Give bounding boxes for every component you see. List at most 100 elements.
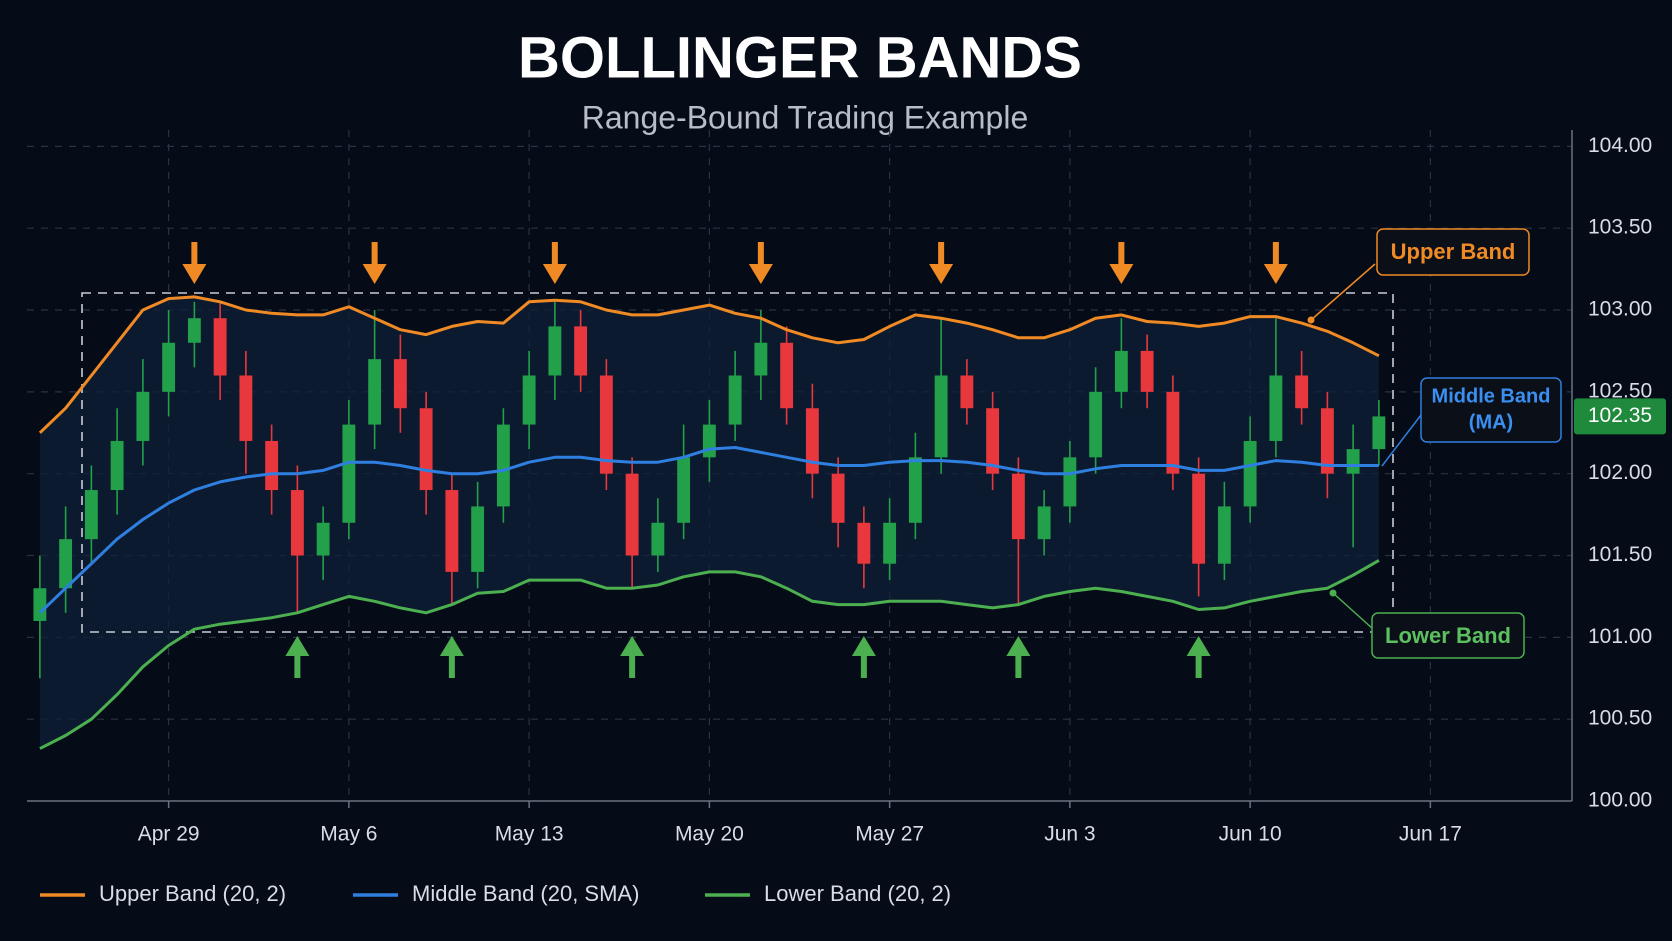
- candle-body: [1295, 375, 1309, 409]
- candle-body: [522, 375, 536, 425]
- candle-body: [1372, 416, 1386, 450]
- y-tick-label: 102.00: [1588, 461, 1652, 484]
- buy-arrow: [620, 636, 645, 678]
- candle-body: [265, 440, 279, 491]
- candle-body: [342, 424, 356, 523]
- candle-body: [110, 440, 124, 491]
- chart-subtitle: Range-Bound Trading Example: [582, 99, 1029, 135]
- x-tick-label: Jun 17: [1399, 823, 1462, 846]
- upper-callout-line: [1310, 263, 1376, 321]
- buy-arrow: [1186, 636, 1211, 678]
- candle-body: [419, 408, 433, 491]
- lower-callout-dot: [1329, 589, 1337, 597]
- candle-body: [1320, 408, 1334, 474]
- lower-callout-box: [1371, 612, 1525, 659]
- middle-callout-text: (MA): [1469, 411, 1513, 433]
- sell-arrow: [1263, 242, 1288, 284]
- candle-body: [316, 522, 330, 556]
- price-badge: [1574, 398, 1666, 435]
- y-tick-label: 100.00: [1588, 789, 1652, 812]
- candle-body: [213, 318, 227, 376]
- sell-arrow: [1109, 242, 1134, 284]
- candle-body: [290, 490, 304, 556]
- upper-callout-text: Upper Band: [1391, 239, 1516, 264]
- candle-body: [187, 318, 201, 343]
- candle-body: [471, 506, 485, 572]
- upper-callout-dot: [1307, 316, 1315, 324]
- candle-body: [1192, 473, 1206, 564]
- candle-body: [651, 522, 665, 556]
- candle-body: [1011, 473, 1025, 540]
- legend-label: Lower Band (20, 2): [764, 881, 951, 906]
- y-tick-label: 101.00: [1588, 625, 1652, 648]
- sell-arrow: [362, 242, 387, 284]
- candle-body: [754, 342, 768, 376]
- candle-body: [136, 391, 150, 441]
- legend-label: Upper Band (20, 2): [99, 881, 286, 906]
- middle-callout-box: [1420, 377, 1562, 443]
- candle-body: [368, 359, 382, 425]
- candle-body: [496, 424, 510, 507]
- buy-arrow: [439, 636, 464, 678]
- candles: [33, 301, 1386, 679]
- candle-body: [1243, 440, 1257, 507]
- band-lines: [38, 295, 1380, 750]
- y-tick-label: 103.00: [1588, 298, 1652, 321]
- x-tick-label: Jun 10: [1219, 823, 1282, 846]
- y-tick-label: 104.00: [1588, 134, 1652, 157]
- buy-arrow: [1006, 636, 1031, 678]
- x-tick-label: May 6: [320, 823, 377, 846]
- candle-body: [805, 408, 819, 474]
- lower-callout-line: [1332, 592, 1374, 630]
- candle-body: [1140, 350, 1154, 392]
- candle-body: [574, 326, 588, 376]
- sell-arrow: [929, 242, 954, 284]
- candle-body: [59, 539, 73, 589]
- annotations: Upper Band Middle Band (MA) Lower Band: [1307, 228, 1562, 659]
- candle-body: [1063, 457, 1077, 507]
- buy-arrow: [851, 636, 876, 678]
- x-tick-label: May 13: [495, 823, 564, 846]
- middle-callout-line: [1381, 414, 1422, 467]
- candle-body: [908, 457, 922, 523]
- sell-arrow: [182, 242, 207, 284]
- candle-body: [728, 375, 742, 425]
- candle-body: [1166, 391, 1180, 474]
- range-box: [81, 292, 1394, 633]
- sell-arrow: [748, 242, 773, 284]
- candle-body: [393, 359, 407, 409]
- candle-body: [702, 424, 716, 458]
- candle-body: [1346, 449, 1360, 474]
- legend-label: Middle Band (20, SMA): [412, 881, 639, 906]
- candle-body: [1269, 375, 1283, 441]
- y-tick-label: 102.50: [1588, 379, 1652, 402]
- upper-callout-box: [1376, 228, 1530, 276]
- candle-body: [857, 522, 871, 564]
- candle-body: [84, 490, 98, 540]
- candle-body: [1037, 506, 1051, 540]
- y-tick-label: 103.50: [1588, 216, 1652, 239]
- candle-body: [33, 588, 47, 621]
- buy-arrow: [285, 636, 310, 678]
- candle-body: [162, 342, 176, 392]
- candle-body: [1089, 391, 1103, 458]
- candle-body: [445, 490, 459, 572]
- x-tick-label: Jun 3: [1044, 823, 1095, 846]
- candle-body: [599, 375, 613, 474]
- band-line: [39, 559, 1380, 750]
- candle-body: [239, 375, 253, 441]
- candle-body: [960, 375, 974, 409]
- candle-body: [986, 408, 1000, 474]
- sell-arrow: [542, 242, 567, 284]
- lower-callout-text: Lower Band: [1385, 623, 1511, 648]
- signal-arrows: [182, 242, 1288, 678]
- price-badge-label: 102.35: [1588, 404, 1652, 427]
- candle-body: [1217, 506, 1231, 564]
- candle-body: [780, 342, 794, 409]
- candle-body: [883, 522, 897, 564]
- x-tick-label: Apr 29: [138, 823, 200, 846]
- candle-body: [934, 375, 948, 458]
- x-tick-label: May 27: [855, 823, 924, 846]
- chart-title: BOLLINGER BANDS: [518, 25, 1082, 90]
